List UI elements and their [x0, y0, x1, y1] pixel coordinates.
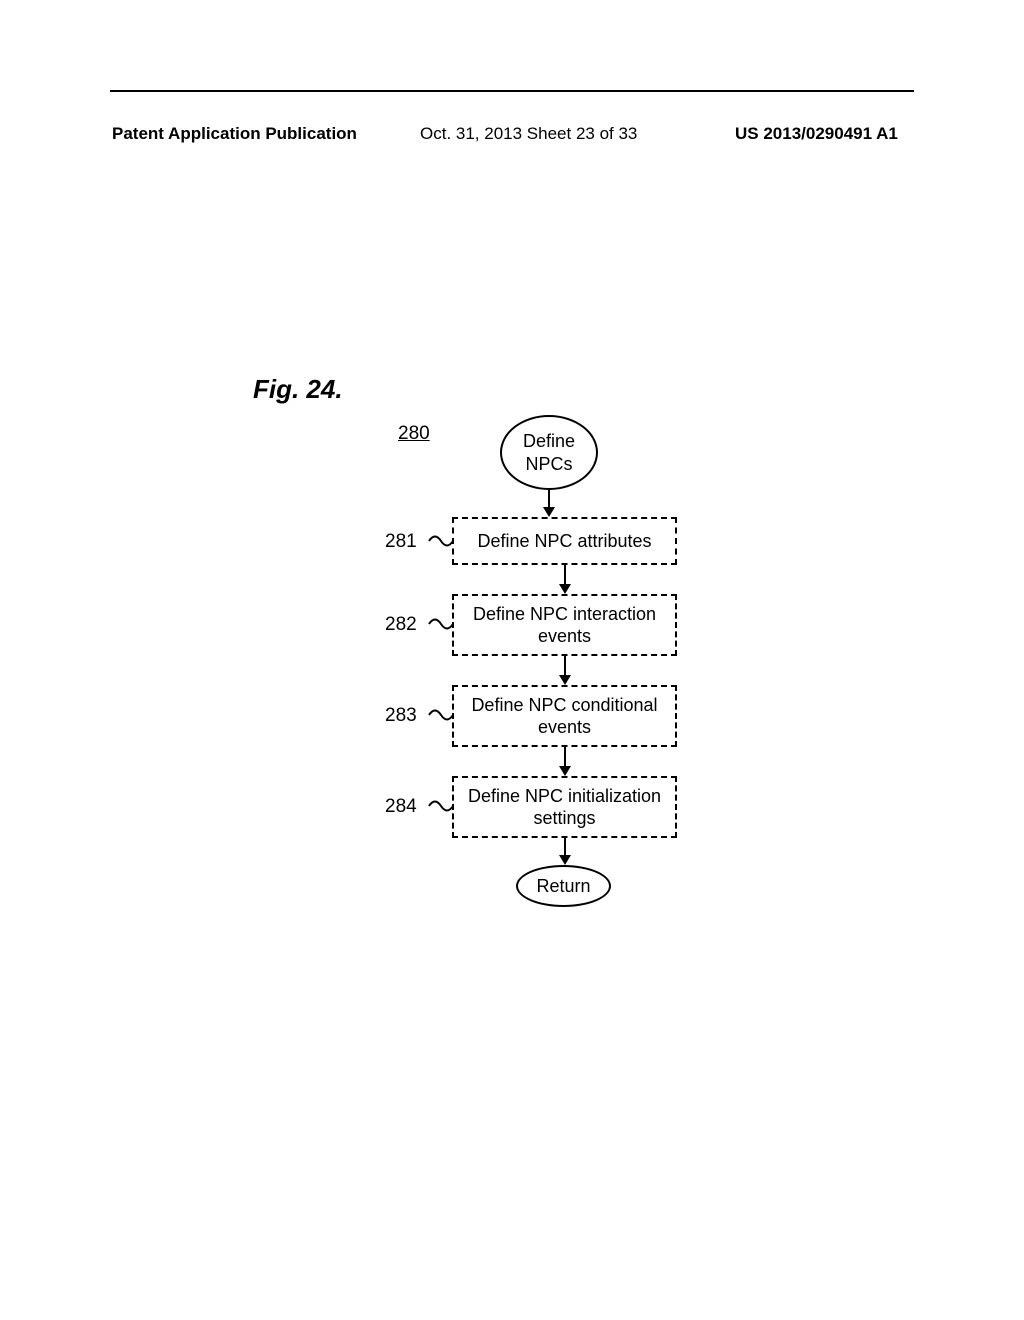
node-n283: Define NPC conditional events — [452, 685, 677, 747]
arrow-2 — [555, 656, 575, 687]
lead-line-284 — [428, 799, 454, 817]
arrow-1 — [555, 565, 575, 596]
node-return: Return — [516, 865, 611, 907]
arrow-4 — [555, 838, 575, 867]
node-n284: Define NPC initialization settings — [452, 776, 677, 838]
lead-line-283 — [428, 708, 454, 726]
figure-main-ref: 280 — [398, 423, 430, 445]
arrow-0 — [539, 490, 559, 519]
header-center: Oct. 31, 2013 Sheet 23 of 33 — [420, 124, 637, 144]
ref-label-282: 282 — [385, 614, 417, 636]
lead-line-282 — [428, 617, 454, 635]
node-start: Define NPCs — [500, 415, 598, 490]
ref-label-281: 281 — [385, 531, 417, 553]
node-n282: Define NPC interaction events — [452, 594, 677, 656]
lead-line-281 — [428, 534, 454, 552]
header-left: Patent Application Publication — [112, 124, 357, 144]
ref-label-283: 283 — [385, 705, 417, 727]
page: Patent Application Publication Oct. 31, … — [0, 0, 1024, 1320]
arrow-3 — [555, 747, 575, 778]
header-rule — [110, 90, 914, 92]
ref-label-284: 284 — [385, 796, 417, 818]
figure-title: Fig. 24. — [253, 374, 343, 405]
header-right: US 2013/0290491 A1 — [735, 124, 898, 144]
node-n281: Define NPC attributes — [452, 517, 677, 565]
